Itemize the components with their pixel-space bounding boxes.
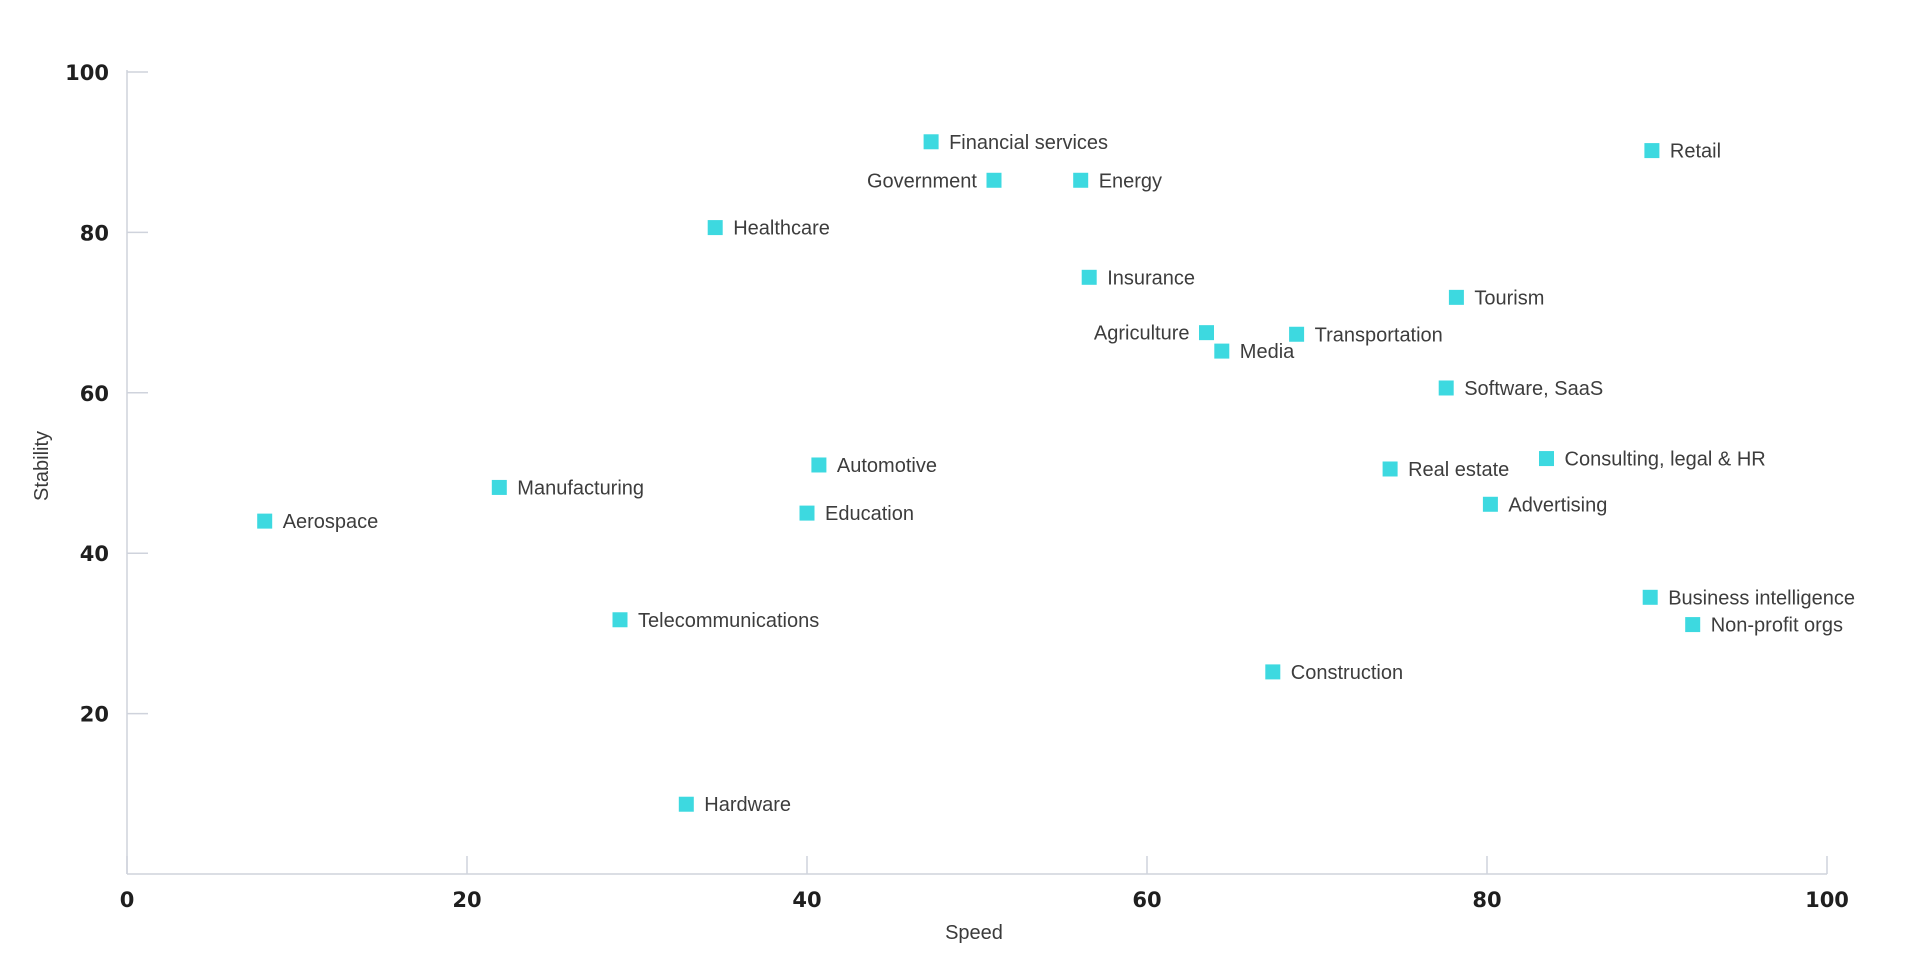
point-marker <box>678 796 694 812</box>
data-point: Government <box>867 170 1002 192</box>
data-point: Tourism <box>1448 287 1544 309</box>
y-tick-label: 80 <box>80 221 109 245</box>
point-marker <box>799 505 815 521</box>
data-point: Software, SaaS <box>1438 378 1603 400</box>
data-point: Insurance <box>1081 267 1195 289</box>
data-point: Automotive <box>811 455 937 477</box>
point-label: Automotive <box>837 455 937 477</box>
point-label: Agriculture <box>1094 323 1190 345</box>
point-label: Insurance <box>1107 267 1195 289</box>
data-point: Construction <box>1265 662 1403 684</box>
data-point: Financial services <box>923 132 1108 154</box>
point-label: Aerospace <box>283 511 379 533</box>
data-points: Financial services Government Energy Retail… <box>257 132 1855 816</box>
point-label: Advertising <box>1508 494 1607 516</box>
y-tick-label: 100 <box>65 61 109 85</box>
point-marker <box>612 612 628 628</box>
point-label: Retail <box>1670 141 1721 163</box>
point-label: Non-profit orgs <box>1711 615 1843 637</box>
data-point: Telecommunications <box>612 610 819 632</box>
point-marker <box>1482 496 1498 512</box>
point-marker <box>1448 289 1464 305</box>
point-label: Energy <box>1099 170 1162 192</box>
x-tick-label: 20 <box>452 888 481 912</box>
point-label: Tourism <box>1474 287 1544 309</box>
point-marker <box>811 457 827 473</box>
data-point: Energy <box>1073 170 1162 192</box>
point-marker <box>1081 269 1097 285</box>
data-point: Healthcare <box>707 218 830 240</box>
data-point: Education <box>799 503 914 525</box>
point-label: Financial services <box>949 132 1108 154</box>
data-point: Retail <box>1644 141 1721 163</box>
point-label: Education <box>825 503 914 525</box>
point-label: Manufacturing <box>517 477 644 499</box>
point-marker <box>1382 461 1398 477</box>
point-marker <box>1265 664 1281 680</box>
point-marker <box>1685 617 1701 633</box>
y-tick-label: 40 <box>80 542 109 566</box>
axis-ticks: 0 20 40 60 80 100 20 40 60 80 100 <box>65 61 1849 912</box>
point-marker <box>923 134 939 150</box>
point-label: Telecommunications <box>638 610 819 632</box>
point-marker <box>1073 172 1089 188</box>
x-tick-label: 60 <box>1132 888 1161 912</box>
point-marker <box>1289 326 1305 342</box>
point-label: Software, SaaS <box>1464 378 1603 400</box>
point-label: Media <box>1240 341 1295 363</box>
x-axis-title: Speed <box>945 922 1003 944</box>
point-marker <box>707 220 723 236</box>
data-point: Real estate <box>1382 459 1509 481</box>
data-point: Consulting, legal & HR <box>1539 449 1766 471</box>
x-tick-label: 40 <box>792 888 821 912</box>
data-point: Non-profit orgs <box>1685 615 1843 637</box>
point-marker <box>1642 589 1658 605</box>
data-point: Manufacturing <box>491 477 644 499</box>
y-tick-label: 20 <box>80 703 109 727</box>
point-label: Business intelligence <box>1668 587 1855 609</box>
data-point: Agriculture <box>1094 323 1214 345</box>
point-label: Hardware <box>704 794 791 816</box>
data-point: Advertising <box>1482 494 1607 516</box>
point-label: Construction <box>1291 662 1403 684</box>
point-marker <box>1539 451 1554 467</box>
point-marker <box>1199 325 1214 341</box>
point-label: Consulting, legal & HR <box>1565 449 1766 471</box>
data-point: Media <box>1214 341 1295 363</box>
point-marker <box>986 172 1002 188</box>
point-label: Government <box>867 170 977 192</box>
point-label: Healthcare <box>733 218 830 240</box>
point-label: Transportation <box>1315 324 1443 346</box>
point-marker <box>1214 343 1230 359</box>
x-tick-label: 80 <box>1472 888 1501 912</box>
point-marker <box>1644 143 1660 159</box>
point-marker <box>491 479 507 495</box>
y-tick-label: 60 <box>80 382 109 406</box>
y-axis-title: Stability <box>31 431 53 501</box>
point-marker <box>257 513 273 529</box>
data-point: Business intelligence <box>1642 587 1855 609</box>
data-point: Transportation <box>1289 324 1443 346</box>
point-marker <box>1438 380 1454 396</box>
data-point: Aerospace <box>257 511 378 533</box>
data-point: Hardware <box>678 794 791 816</box>
x-tick-label: 0 <box>120 888 135 912</box>
axes <box>126 70 1827 875</box>
point-label: Real estate <box>1408 459 1509 481</box>
x-tick-label: 100 <box>1805 888 1849 912</box>
